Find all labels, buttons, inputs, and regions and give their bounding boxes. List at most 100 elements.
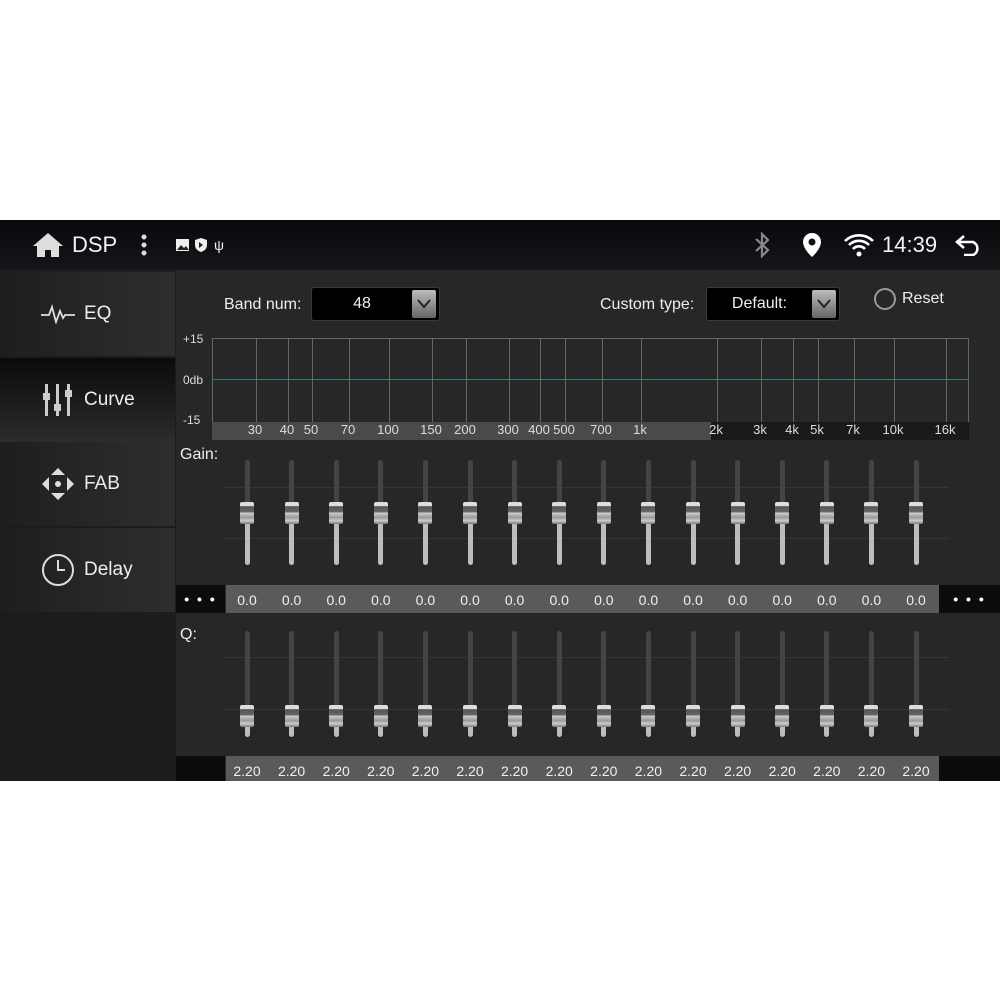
eq-curve-graph[interactable] — [212, 338, 969, 423]
wifi-icon — [843, 220, 875, 270]
sidebar-item-delay[interactable]: Delay — [0, 528, 175, 612]
slider-thumb[interactable] — [864, 501, 879, 524]
x-tick: 1k — [633, 422, 647, 437]
x-tick: 4k — [785, 422, 799, 437]
slider-thumb[interactable] — [909, 704, 923, 727]
slider-track[interactable] — [645, 631, 651, 737]
slider-track[interactable] — [378, 631, 384, 737]
slider-thumb[interactable] — [730, 704, 745, 727]
slider-thumb[interactable] — [686, 704, 700, 727]
grid-line — [793, 339, 794, 423]
slider-fill — [645, 512, 651, 565]
slider-thumb[interactable] — [819, 704, 834, 727]
slider-track[interactable] — [913, 631, 919, 737]
slider-track[interactable] — [690, 631, 696, 737]
clock-icon — [38, 553, 78, 587]
y-tick: +15 — [183, 332, 204, 346]
slider-track[interactable] — [868, 631, 874, 737]
sidebar-item-fab[interactable]: FAB — [0, 442, 175, 526]
slider-thumb[interactable] — [641, 704, 656, 727]
slider-thumb[interactable] — [775, 704, 790, 727]
slider-track[interactable] — [333, 631, 339, 737]
home-icon[interactable] — [32, 220, 64, 270]
q-value: 2.20 — [545, 763, 573, 779]
slider-thumb[interactable] — [552, 501, 567, 524]
slider-track[interactable] — [779, 631, 785, 737]
slider-thumb[interactable] — [730, 501, 745, 524]
slider-fill — [913, 512, 919, 565]
slider-thumb[interactable] — [418, 704, 433, 727]
grid-line — [466, 339, 467, 423]
gain-value: 0.0 — [326, 592, 346, 608]
slider-track[interactable] — [512, 631, 518, 737]
grid-line — [717, 339, 718, 423]
slider-thumb[interactable] — [775, 501, 790, 524]
q-value: 2.20 — [813, 763, 841, 779]
grid-line — [565, 339, 566, 423]
radio-icon — [874, 288, 896, 310]
slider-track[interactable] — [289, 631, 295, 737]
q-value: 2.20 — [902, 763, 930, 779]
back-icon[interactable] — [955, 220, 983, 270]
slider-fill — [244, 512, 250, 565]
x-tick: 5k — [810, 422, 824, 437]
bluetooth-icon[interactable] — [752, 220, 772, 270]
slider-thumb[interactable] — [864, 704, 879, 727]
grid-line — [509, 339, 510, 423]
q-values-strip — [226, 756, 939, 781]
slider-thumb[interactable] — [373, 704, 388, 727]
q-value: 2.20 — [634, 763, 663, 779]
slider-thumb[interactable] — [507, 501, 522, 524]
grid-line — [349, 339, 350, 423]
grid-line — [894, 339, 895, 423]
slider-fill — [868, 512, 874, 565]
next-bands-button[interactable]: • • • — [939, 585, 1000, 613]
slider-thumb[interactable] — [909, 501, 923, 524]
slider-thumb[interactable] — [418, 501, 433, 524]
q-value: 2.20 — [411, 763, 440, 779]
slider-thumb[interactable] — [596, 704, 611, 727]
sidebar-item-label: FAB — [84, 473, 120, 494]
reset-radio[interactable]: Reset — [874, 288, 944, 310]
slider-thumb[interactable] — [373, 501, 388, 524]
band-num-dropdown[interactable]: 48 — [311, 287, 440, 321]
slider-thumb[interactable] — [240, 704, 254, 727]
sidebar-item-curve[interactable]: Curve — [0, 358, 175, 442]
q-value: 2.20 — [679, 763, 707, 779]
custom-type-dropdown[interactable]: Default: — [706, 287, 840, 321]
gain-value: 0.0 — [817, 592, 837, 608]
slider-thumb[interactable] — [819, 501, 834, 524]
slider-fill — [779, 512, 785, 565]
slider-thumb[interactable] — [329, 501, 344, 524]
prev-bands-button[interactable]: • • • — [176, 585, 225, 613]
slider-track[interactable] — [556, 631, 562, 737]
slider-track[interactable] — [467, 631, 473, 737]
slider-track[interactable] — [422, 631, 428, 737]
slider-thumb[interactable] — [240, 501, 254, 524]
slider-thumb[interactable] — [463, 704, 477, 727]
slider-track[interactable] — [601, 631, 607, 737]
slider-thumb[interactable] — [284, 704, 299, 727]
sidebar-item-eq[interactable]: EQ — [0, 272, 175, 356]
slider-thumb[interactable] — [686, 501, 700, 524]
slider-thumb[interactable] — [507, 704, 522, 727]
y-tick: 0db — [183, 373, 204, 387]
sliders-icon — [38, 382, 78, 418]
more-vert-icon[interactable] — [140, 220, 148, 270]
slider-track[interactable] — [244, 631, 250, 737]
q-value: 2.20 — [322, 763, 350, 779]
zero-db-line — [213, 379, 968, 380]
slider-fill — [467, 512, 473, 565]
slider-track[interactable] — [735, 631, 741, 737]
slider-thumb[interactable] — [329, 704, 344, 727]
gain-value: 0.0 — [861, 592, 882, 608]
slider-thumb[interactable] — [463, 501, 477, 524]
slider-track[interactable] — [824, 631, 830, 737]
slider-thumb[interactable] — [552, 704, 567, 727]
slider-thumb[interactable] — [596, 501, 611, 524]
slider-thumb[interactable] — [284, 501, 299, 524]
clock: 14:39 — [882, 232, 938, 257]
q-value: 2.20 — [367, 763, 395, 779]
status-bar: DSP ψ 14:39 — [0, 220, 1000, 270]
slider-thumb[interactable] — [641, 501, 656, 524]
